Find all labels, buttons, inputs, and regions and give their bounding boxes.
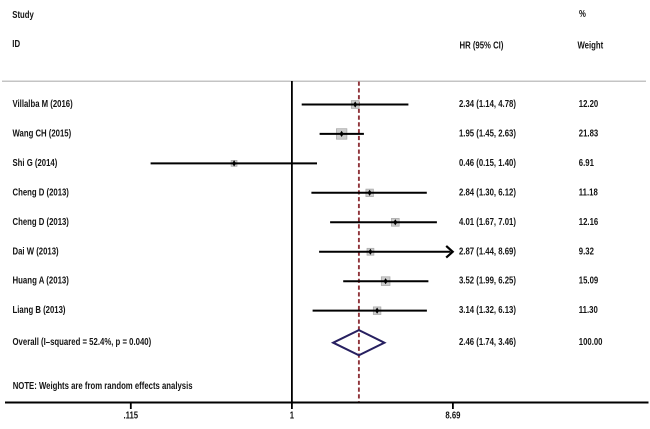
svg-text:12.20: 12.20 bbox=[579, 99, 598, 110]
svg-text:Villalba M (2016): Villalba M (2016) bbox=[13, 99, 73, 110]
svg-text:Huang A (2013): Huang A (2013) bbox=[13, 276, 69, 287]
svg-text:2.34 (1.14, 4.78): 2.34 (1.14, 4.78) bbox=[459, 99, 516, 110]
svg-text:6.91: 6.91 bbox=[579, 158, 595, 169]
svg-text:4.01 (1.67, 7.01): 4.01 (1.67, 7.01) bbox=[459, 217, 516, 228]
svg-text:Cheng D (2013): Cheng D (2013) bbox=[13, 187, 69, 198]
svg-text:Shi G (2014): Shi G (2014) bbox=[13, 158, 58, 169]
svg-text:Dai W (2013): Dai W (2013) bbox=[13, 246, 59, 257]
svg-text:NOTE: Weights are from random: NOTE: Weights are from random effects an… bbox=[13, 381, 193, 392]
svg-text:0.46 (0.15, 1.40): 0.46 (0.15, 1.40) bbox=[459, 158, 516, 169]
svg-text:Study: Study bbox=[12, 10, 34, 21]
svg-text:11.30: 11.30 bbox=[579, 305, 598, 316]
svg-text:12.16: 12.16 bbox=[579, 217, 599, 228]
svg-text:2.87 (1.44, 8.69): 2.87 (1.44, 8.69) bbox=[459, 246, 516, 257]
svg-text:8.69: 8.69 bbox=[445, 410, 461, 421]
svg-text:Cheng D (2013): Cheng D (2013) bbox=[13, 217, 69, 228]
svg-text:3.52 (1.99, 6.25): 3.52 (1.99, 6.25) bbox=[459, 276, 516, 287]
svg-text:9.32: 9.32 bbox=[579, 246, 594, 257]
svg-text:2.46 (1.74, 3.46): 2.46 (1.74, 3.46) bbox=[459, 337, 516, 348]
svg-text:.115: .115 bbox=[123, 410, 138, 421]
svg-text:Liang B (2013): Liang B (2013) bbox=[13, 305, 66, 316]
svg-text:2.84 (1.30, 6.12): 2.84 (1.30, 6.12) bbox=[459, 187, 516, 198]
svg-text:Overall (I–squared = 52.4%, p: Overall (I–squared = 52.4%, p = 0.040) bbox=[13, 337, 152, 348]
svg-text:Wang CH (2015): Wang CH (2015) bbox=[13, 128, 72, 139]
svg-text:%: % bbox=[579, 9, 586, 20]
svg-text:15.09: 15.09 bbox=[579, 276, 599, 287]
svg-text:100.00: 100.00 bbox=[579, 337, 603, 348]
svg-text:3.14 (1.32, 6.13): 3.14 (1.32, 6.13) bbox=[459, 305, 516, 316]
svg-text:1.95 (1.45, 2.63): 1.95 (1.45, 2.63) bbox=[459, 128, 516, 139]
svg-text:11.18: 11.18 bbox=[579, 187, 598, 198]
svg-text:HR (95% CI): HR (95% CI) bbox=[460, 40, 504, 51]
svg-text:Weight: Weight bbox=[578, 40, 604, 51]
svg-text:21.83: 21.83 bbox=[579, 128, 599, 139]
svg-text:1: 1 bbox=[290, 410, 295, 421]
svg-text:ID: ID bbox=[12, 39, 20, 50]
